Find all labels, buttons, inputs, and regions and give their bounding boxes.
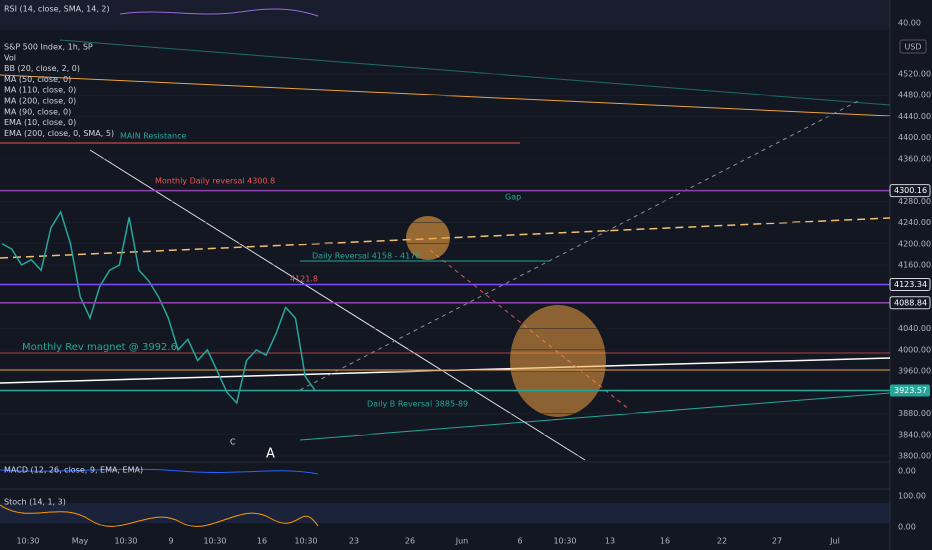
y-tick-label: 4000.00 <box>898 345 931 354</box>
x-tick-label: Jun <box>455 537 469 546</box>
annotation: Monthly Daily reversal 4300.8 <box>155 177 275 186</box>
annotation: A <box>266 447 275 462</box>
price-tag-label: 4123.34 <box>894 280 927 289</box>
trendline <box>89 149 586 461</box>
macd-line <box>0 468 319 475</box>
x-tick-label: 23 <box>349 537 359 546</box>
x-tick-label: 27 <box>772 537 782 546</box>
y-tick-label: 4520.00 <box>898 70 931 79</box>
indicator-label: BB (20, close, 2, 0) <box>4 64 80 73</box>
trendline <box>299 392 891 441</box>
macd-tick: 0.00 <box>898 467 916 476</box>
annotation: Monthly Rev magnet @ 3992.6 <box>22 342 177 353</box>
trendline <box>59 39 891 106</box>
rsi-tick: 40.00 <box>898 19 921 28</box>
x-tick-label: 6 <box>517 537 522 546</box>
y-tick-label: 3800.00 <box>898 452 931 461</box>
indicator-label: S&P 500 Index, 1h, SP <box>4 43 93 52</box>
x-tick-label: Jul <box>829 537 840 546</box>
y-tick-label: 4480.00 <box>898 91 931 100</box>
currency-badge[interactable] <box>899 39 927 54</box>
rsi-line <box>119 8 319 17</box>
y-tick-label: 3840.00 <box>898 430 931 439</box>
y-tick-label: 3960.00 <box>898 367 931 376</box>
annotation: Gap <box>505 193 521 202</box>
indicator-label: Vol <box>4 53 16 62</box>
x-tick-label: 16 <box>257 537 267 546</box>
annotation: 4121.8 <box>290 275 318 284</box>
price-tag <box>889 277 931 291</box>
rsi-panel <box>0 0 890 30</box>
y-tick-label: 4040.00 <box>898 324 931 333</box>
macd-label: MACD (12, 26, close, 9, EMA, EMA) <box>4 466 143 475</box>
zone-circle <box>510 305 606 417</box>
stoch-tick: 100.00 <box>898 492 926 501</box>
indicator-label: EMA (10, close, 0) <box>4 118 76 127</box>
x-tick-label: 10:30 <box>553 537 576 546</box>
indicator-label: MA (90, close, 0) <box>4 107 71 116</box>
indicator-label: MA (200, close, 0) <box>4 97 76 106</box>
stoch-line <box>0 504 319 527</box>
price-tag <box>889 296 931 310</box>
x-tick-label: May <box>72 537 89 546</box>
annotation: C <box>230 438 236 447</box>
price-tag <box>890 384 930 397</box>
y-tick-label: 4160.00 <box>898 261 931 270</box>
y-tick-label: 4240.00 <box>898 218 931 227</box>
price-tag-label: 4300.16 <box>894 186 927 195</box>
x-tick-label: 13 <box>605 537 615 546</box>
x-tick-label: 22 <box>717 537 727 546</box>
stoch-tick: 0.00 <box>898 523 916 532</box>
y-tick-label: 4200.00 <box>898 239 931 248</box>
price-tag <box>889 184 931 198</box>
stoch-band <box>0 503 890 523</box>
x-tick-label: 10:30 <box>16 537 39 546</box>
indicator-label: MA (110, close, 0) <box>4 86 76 95</box>
x-tick-label: 16 <box>660 537 670 546</box>
x-tick-label: 9 <box>168 537 173 546</box>
stoch-label: Stoch (14, 1, 3) <box>4 498 66 507</box>
indicator-label: MA (50, close, 0) <box>4 75 71 84</box>
y-tick-label: 4280.00 <box>898 197 931 206</box>
rsi-label: RSI (14, close, SMA, 14, 2) <box>4 5 110 14</box>
price-tag-label: 4088.84 <box>894 298 927 307</box>
annotation: Daily Reversal 4158 - 4170 <box>312 252 420 261</box>
projection <box>299 99 861 391</box>
x-tick-label: 26 <box>405 537 415 546</box>
x-tick-label: 10:30 <box>203 537 226 546</box>
y-tick-label: 4360.00 <box>898 154 931 163</box>
trendline <box>0 74 891 117</box>
x-tick-label: 10:30 <box>114 537 137 546</box>
x-tick-label: 10:30 <box>294 537 317 546</box>
y-tick-label: 4400.00 <box>898 133 931 142</box>
indicator-label: EMA (200, close, 0, SMA, 5) <box>4 129 114 138</box>
y-tick-label: 4440.00 <box>898 112 931 121</box>
zone-circle <box>406 216 450 260</box>
y-tick-label: 3880.00 <box>898 409 931 418</box>
currency[interactable]: USD <box>904 43 921 52</box>
price-line <box>1 210 316 405</box>
annotation: Daily B Reversal 3885-89 <box>367 400 468 409</box>
annotation: MAIN Resistance <box>120 132 186 141</box>
price-tag-label: 3923.57 <box>894 386 927 395</box>
